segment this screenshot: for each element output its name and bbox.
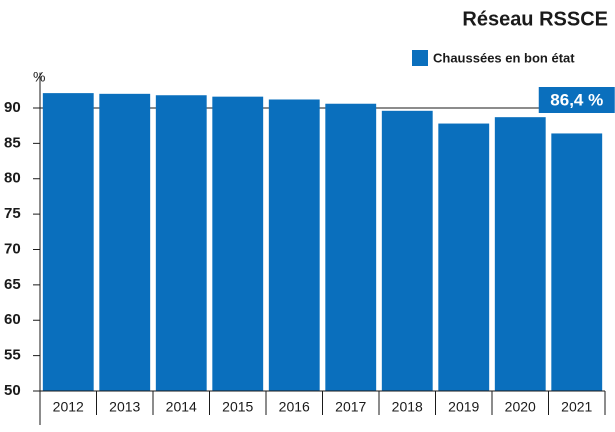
legend-label: Chaussées en bon état [433, 50, 575, 65]
bar [42, 93, 94, 391]
y-axis-label: % [33, 69, 45, 85]
x-tick-label: 2016 [279, 399, 310, 415]
x-tick-label: 2013 [109, 399, 140, 415]
x-tick-label: 2021 [561, 399, 592, 415]
bar [212, 96, 264, 391]
x-tick-label: 2020 [505, 399, 536, 415]
y-tick-label: 55 [4, 347, 21, 364]
x-tick-label: 2018 [392, 399, 423, 415]
y-tick-label: 90 [4, 99, 21, 116]
chart-title: Réseau RSSCE [462, 8, 608, 30]
bar [155, 95, 207, 392]
bar [494, 117, 546, 392]
bar [268, 99, 320, 391]
legend-swatch [412, 50, 428, 66]
x-tick-label: 2014 [166, 399, 197, 415]
y-tick-label: 75 [4, 205, 21, 222]
y-tick-label: 65 [4, 276, 21, 293]
y-tick-label: 70 [4, 240, 21, 257]
bar [381, 110, 433, 392]
x-tick-label: 2019 [448, 399, 479, 415]
bar [551, 133, 603, 392]
x-tick-label: 2017 [335, 399, 366, 415]
x-tick-label: 2012 [53, 399, 84, 415]
y-tick-label: 50 [4, 382, 21, 399]
annotation: 86,4 % [550, 90, 603, 109]
annotation-box [538, 87, 615, 113]
x-tick-label: 2015 [222, 399, 253, 415]
y-tick-label: 85 [4, 134, 21, 151]
bar [99, 93, 151, 392]
y-tick-label: 60 [4, 311, 21, 328]
y-tick-label: 80 [4, 170, 21, 187]
bar [325, 103, 377, 391]
bar [438, 123, 490, 391]
